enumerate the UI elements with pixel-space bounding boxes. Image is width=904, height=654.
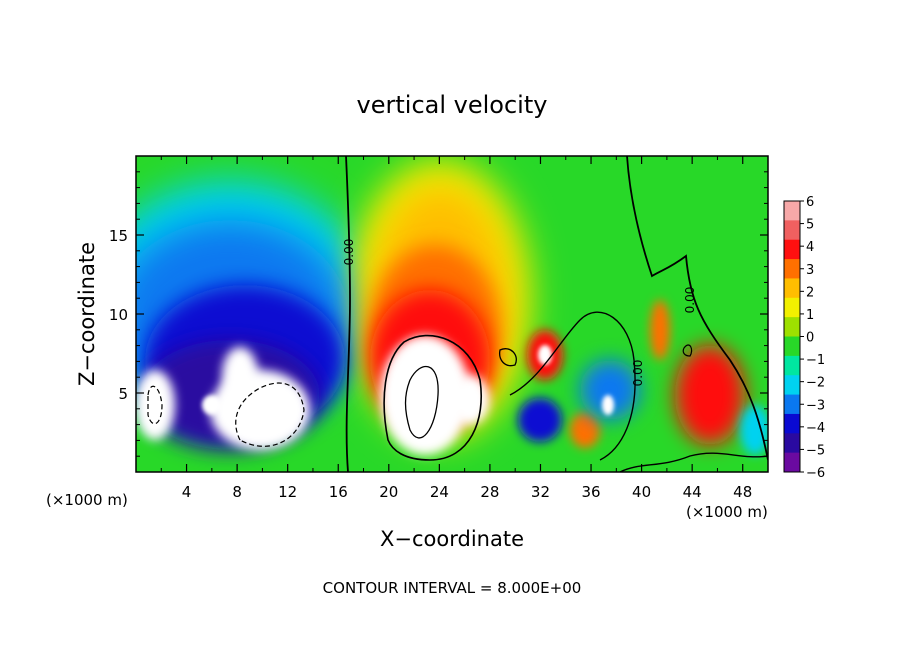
heatmap-field <box>136 156 768 472</box>
contour-label-3: 0.00 <box>631 360 645 387</box>
contour-label-1: 0.00 <box>342 239 356 266</box>
x-tick-label: 36 <box>581 483 600 501</box>
colorbar-swatch <box>784 259 800 279</box>
colorbar-swatch <box>784 278 800 299</box>
colorbar-tick-label: −2 <box>806 376 825 391</box>
colorbar-tick-label: 3 <box>806 263 814 278</box>
contour-label-2: 0.00 <box>683 287 697 314</box>
colorbar-swatch <box>784 355 800 376</box>
colorbar-tick-label: 0 <box>806 331 814 346</box>
x-axis-label: X−coordinate <box>380 527 524 551</box>
x-tick-label: 24 <box>430 483 449 501</box>
y-axis-label: Z−coordinate <box>75 242 99 386</box>
x-tick-label: 4 <box>182 483 192 501</box>
x-tick-label: 28 <box>480 483 499 501</box>
colorbar-swatch <box>784 375 800 396</box>
colorbar-tick-label: −3 <box>806 398 825 413</box>
chart-title: vertical velocity <box>357 91 548 119</box>
x-unit-left: (×1000 m) <box>46 491 128 509</box>
colorbar-swatch <box>784 413 800 434</box>
colorbar-tick-label: −1 <box>806 353 825 368</box>
x-axis: 4 8 12 16 20 24 28 32 36 40 44 48 <box>160 156 752 501</box>
colorbar-tick-label: 1 <box>806 308 814 323</box>
x-tick-label: 40 <box>632 483 651 501</box>
y-axis: 5 10 15 <box>109 171 768 457</box>
colorbar-tick-label: 4 <box>806 240 814 255</box>
x-tick-label: 20 <box>379 483 398 501</box>
x-tick-label: 12 <box>278 483 297 501</box>
colorbar: 6 5 4 3 2 1 0 −1 −2 −3 −4 −5 −6 <box>783 195 825 481</box>
colorbar-swatch <box>784 201 800 221</box>
colorbar-tick-label: 2 <box>806 285 814 300</box>
colorbar-tick-label: 6 <box>806 195 814 210</box>
colorbar-swatch <box>784 239 800 260</box>
colorbar-tick-label: −5 <box>806 443 825 458</box>
colorbar-tick-label: −6 <box>806 466 825 481</box>
colorbar-swatch <box>784 297 800 318</box>
y-tick-label: 15 <box>109 227 128 245</box>
y-tick-label: 5 <box>118 385 128 403</box>
colorbar-swatch <box>784 394 800 415</box>
colorbar-swatch <box>784 433 800 454</box>
colorbar-swatch <box>784 220 800 241</box>
colorbar-swatch <box>784 452 800 473</box>
x-tick-label: 48 <box>733 483 752 501</box>
x-tick-label: 44 <box>683 483 702 501</box>
colorbar-swatch <box>784 336 800 357</box>
y-tick-label: 10 <box>109 306 128 324</box>
colorbar-tick-label: 5 <box>806 218 814 233</box>
contour-interval-footer: CONTOUR INTERVAL = 8.000E+00 <box>323 579 582 597</box>
x-tick-label: 32 <box>531 483 550 501</box>
x-unit-right: (×1000 m) <box>686 503 768 521</box>
colorbar-swatch <box>784 317 800 337</box>
x-tick-label: 8 <box>232 483 242 501</box>
x-tick-label: 16 <box>329 483 348 501</box>
colorbar-tick-label: −4 <box>806 421 825 436</box>
